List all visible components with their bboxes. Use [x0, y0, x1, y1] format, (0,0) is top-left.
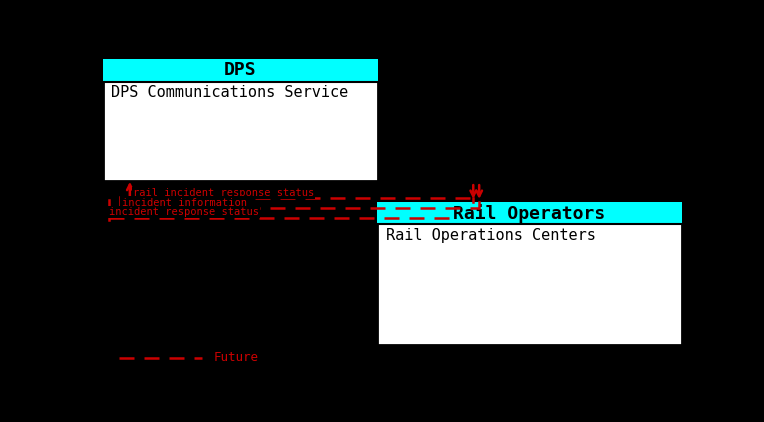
- Bar: [377, 202, 681, 345]
- Text: Future: Future: [214, 351, 259, 364]
- Bar: [102, 59, 378, 181]
- Text: Rail Operations Centers: Rail Operations Centers: [386, 228, 595, 243]
- Text: DPS: DPS: [224, 61, 257, 79]
- Text: DPS Communications Service: DPS Communications Service: [112, 85, 348, 100]
- Text: Rail Operators: Rail Operators: [453, 204, 605, 222]
- Bar: [102, 59, 378, 81]
- Bar: [377, 202, 681, 225]
- Text: rail incident response status: rail incident response status: [133, 188, 314, 198]
- Text: incident information: incident information: [121, 197, 247, 208]
- Text: incident response status: incident response status: [108, 207, 258, 217]
